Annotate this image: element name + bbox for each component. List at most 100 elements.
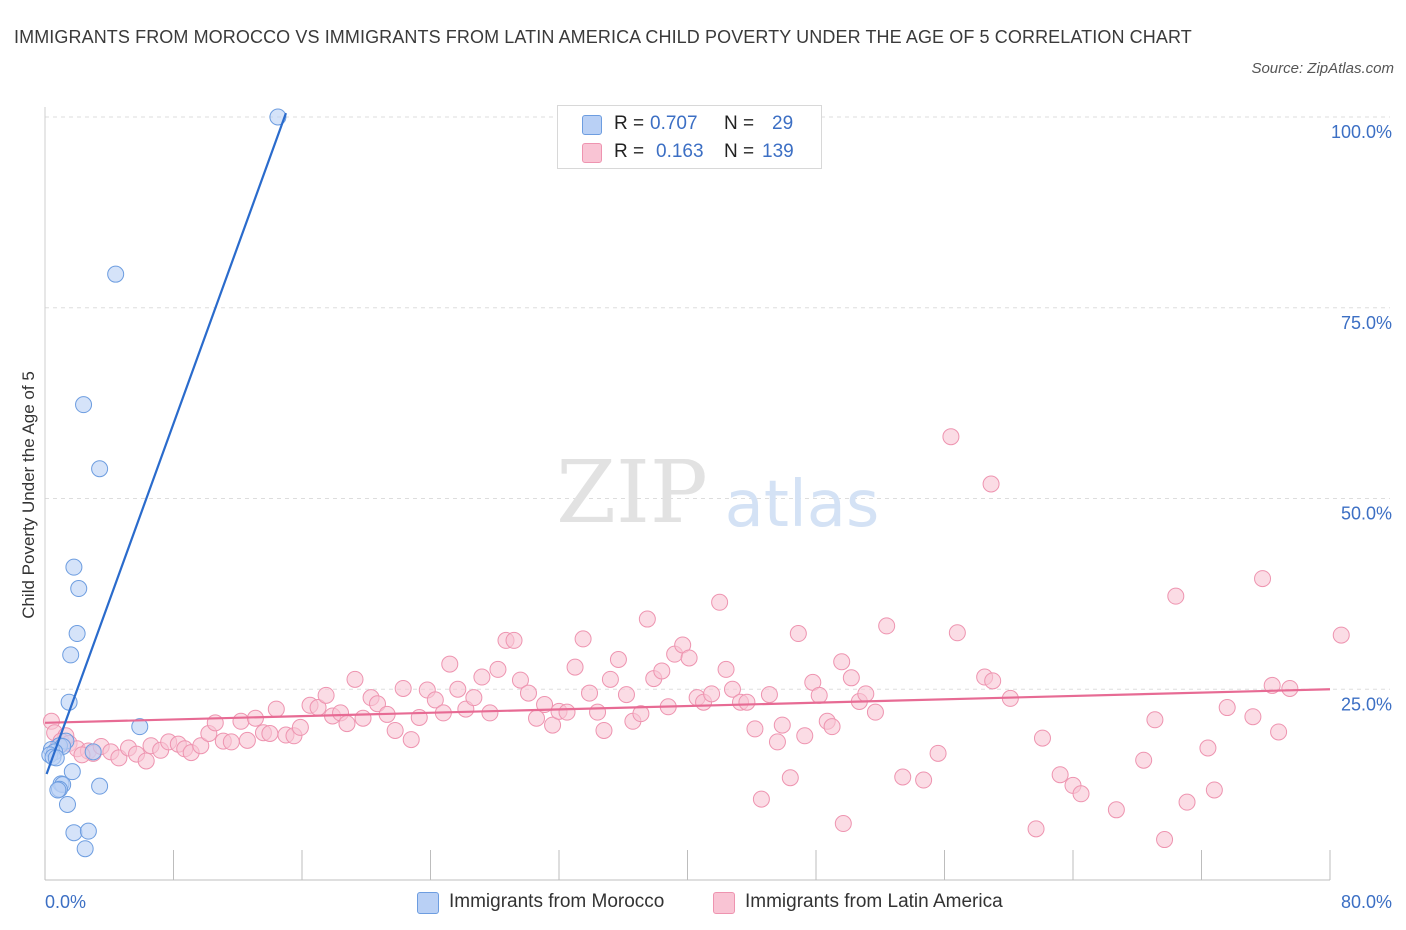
legend-n-value: 139 [762,141,794,162]
legend-r-label: R = [614,113,645,134]
latam-point [1072,785,1090,803]
bottom-legend-swatch-latam [713,892,735,914]
watermark: ZIP atlas [556,443,879,543]
latam-point [1051,766,1069,784]
latam-point [1244,708,1262,726]
latam-point [192,737,210,755]
latam-point [878,617,896,635]
latam-point [558,703,576,721]
latam-point [942,428,960,446]
legend-swatch-latam [582,143,602,163]
legend-r-value: 0.163 [656,141,704,162]
latam-point [511,671,529,689]
morocco-point [65,558,83,576]
latam-point [449,680,467,698]
morocco-point [75,396,93,414]
series-morocco-points [41,108,287,858]
latam-point [948,624,966,642]
legend-swatch-morocco [582,115,602,135]
bottom-legend-label-latam: Immigrants from Latin America [745,891,1003,912]
morocco-point [79,822,97,840]
latam-point [711,593,729,611]
latam-point [638,610,656,628]
latam-point [1156,831,1174,849]
latam-point [441,655,459,673]
latam-point [489,660,507,678]
bottom-legend-label-morocco: Immigrants from Morocco [449,891,665,912]
latam-point [222,733,240,751]
legend-n-label: N = [724,113,755,134]
latam-point [842,669,860,687]
latam-point [589,703,607,721]
latam-point [394,679,412,697]
legend-n-label: N = [724,141,755,162]
latam-point [1270,723,1288,741]
watermark-zip: ZIP [556,443,708,543]
bottom-legend-swatch-morocco [417,892,439,914]
latam-point [291,718,309,736]
morocco-point [63,763,81,781]
latam-point [536,696,554,714]
y-tick-label: 25.0% [1341,694,1392,714]
latam-point [481,704,499,722]
latam-point [834,815,852,833]
latam-point [368,695,386,713]
latam-point [857,685,875,703]
latam-trend-line [44,688,1331,724]
x-tick-labels: 0.0% 80.0% [45,892,1392,912]
latam-point [717,660,735,678]
latam-point [386,721,404,739]
morocco-point [91,777,109,795]
latam-point [915,771,933,789]
latam-point [574,630,592,648]
morocco-point [84,743,102,761]
watermark-atlas: atlas [725,468,880,542]
latam-point [866,703,884,721]
latam-point [354,709,372,727]
morocco-trend-line [45,112,287,775]
latam-point [746,720,764,738]
latam-point [1146,711,1164,729]
latam-point [1254,570,1272,588]
latam-point [267,700,285,718]
morocco-point [91,460,109,478]
latam-point [632,705,650,723]
latam-point [810,686,828,704]
morocco-point [76,840,94,858]
latam-point [617,686,635,704]
latam-point [984,672,1002,690]
latam-point [789,625,807,643]
morocco-point [131,718,149,736]
latam-point [1332,626,1350,644]
latam-point [601,670,619,688]
x-tick-label: 80.0% [1341,892,1392,912]
y-tick-label: 50.0% [1341,504,1392,524]
latam-point [609,650,627,668]
morocco-point [70,580,88,598]
latam-point [1205,781,1223,799]
axes [44,107,1331,881]
trend-lines [44,112,1331,775]
latam-point [752,790,770,808]
legend-r-value: 0.707 [650,113,698,134]
latam-point [346,670,364,688]
latam-point [473,668,491,686]
latam-point [1199,739,1217,757]
latam-point [1107,801,1125,819]
y-tick-label: 75.0% [1341,313,1392,333]
latam-point [317,686,335,704]
latam-point [703,685,721,703]
stats-legend: R = 0.707 N = 29 R = 0.163 N = 139 [557,105,822,169]
legend-n-value: 29 [772,113,794,134]
legend-r-label: R = [614,141,645,162]
latam-point [1263,676,1281,694]
latam-point [796,727,814,745]
latam-point [402,731,420,749]
y-axis-label: Child Poverty Under the Age of 5 [19,371,38,619]
latam-point [1178,793,1196,811]
chart-title: IMMIGRANTS FROM MOROCCO VS IMMIGRANTS FR… [14,27,1192,47]
latam-point [426,691,444,709]
morocco-point [58,795,76,813]
x-tick-label: 0.0% [45,892,86,912]
